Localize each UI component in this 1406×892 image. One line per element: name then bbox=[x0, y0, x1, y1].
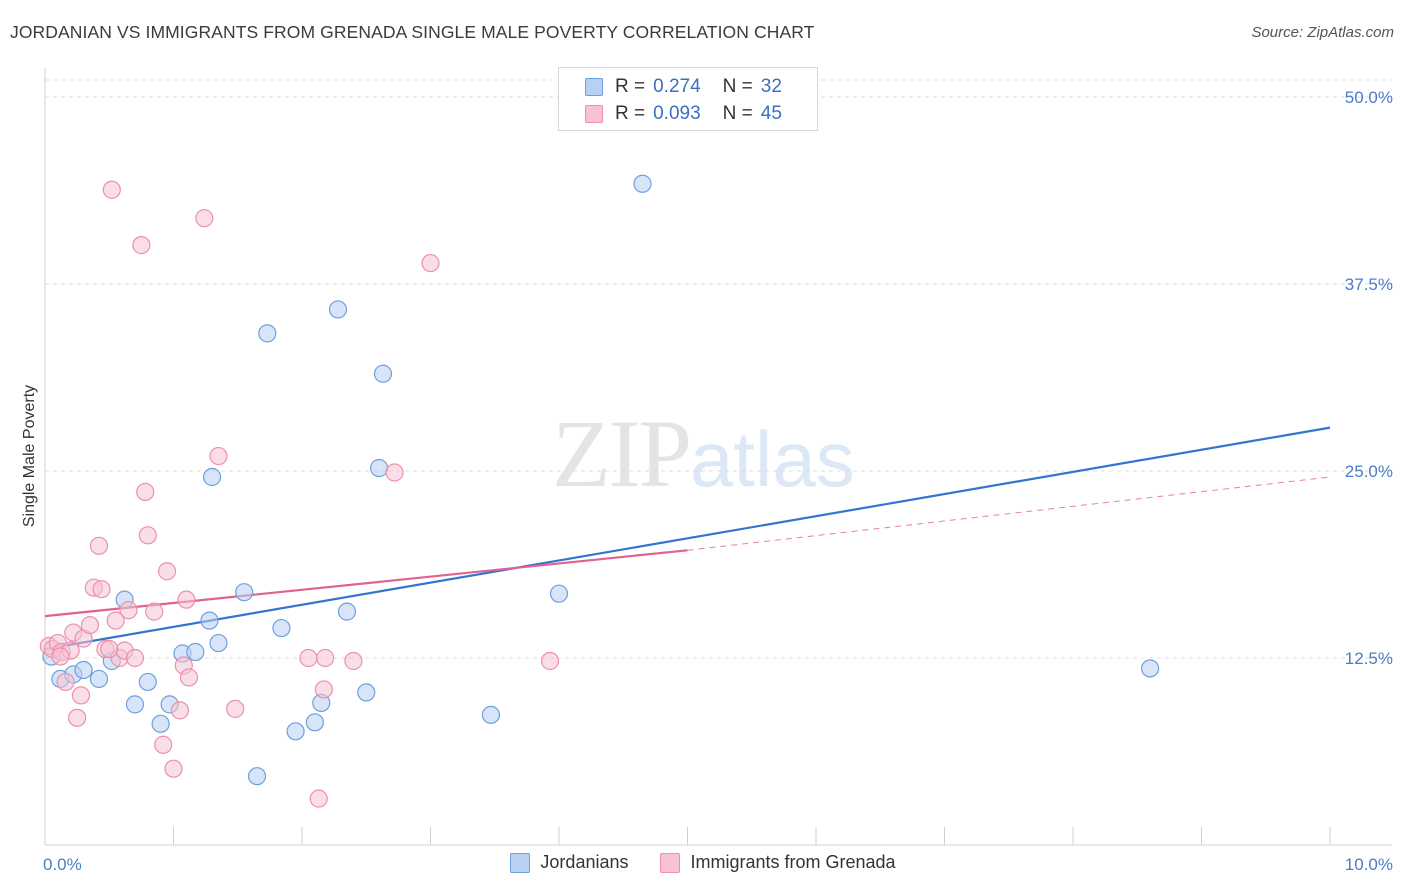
legend-swatch-grenada bbox=[585, 105, 603, 123]
point-jordanians bbox=[235, 583, 254, 602]
watermark-zip: ZIP bbox=[552, 400, 692, 507]
point-grenada bbox=[106, 611, 125, 630]
series-legend: Jordanians Immigrants from Grenada bbox=[0, 852, 1406, 873]
x-tick-label-min: 0.0% bbox=[43, 855, 82, 874]
point-grenada bbox=[177, 590, 196, 609]
series-label-grenada: Immigrants from Grenada bbox=[690, 852, 896, 872]
point-jordanians bbox=[209, 633, 228, 653]
watermark-atlas: atlas bbox=[690, 415, 855, 503]
legend-r-value: 0.274 bbox=[653, 76, 701, 97]
y-axis-label: Single Male Poverty bbox=[21, 385, 38, 527]
point-grenada bbox=[68, 708, 87, 727]
data-points bbox=[39, 174, 1160, 808]
point-jordanians bbox=[328, 300, 348, 319]
legend-n-label: N = bbox=[722, 103, 753, 124]
legend-r-value: 0.093 bbox=[653, 103, 701, 124]
point-grenada bbox=[51, 647, 70, 666]
point-jordanians bbox=[74, 660, 93, 680]
axes bbox=[44, 68, 1392, 846]
point-jordanians bbox=[337, 602, 357, 621]
series-legend-jordanians: Jordanians bbox=[510, 852, 628, 873]
series-label-jordanians: Jordanians bbox=[540, 852, 629, 872]
point-grenada bbox=[89, 536, 109, 555]
point-jordanians bbox=[89, 669, 109, 689]
y-tick-label: 50.0% bbox=[1345, 88, 1393, 107]
trend-line-jordanians bbox=[44, 426, 1331, 651]
grid bbox=[45, 79, 1392, 659]
chart-title: JORDANIAN VS IMMIGRANTS FROM GRENADA SIN… bbox=[10, 22, 815, 42]
point-jordanians bbox=[272, 618, 291, 638]
point-grenada bbox=[92, 580, 111, 599]
point-grenada bbox=[299, 648, 318, 668]
series-legend-grenada: Immigrants from Grenada bbox=[660, 852, 896, 873]
legend-r-label: R = bbox=[615, 76, 646, 97]
point-grenada bbox=[71, 686, 91, 705]
legend-row-jordanians: R = 0.274 N = 32 bbox=[585, 75, 782, 99]
point-grenada bbox=[154, 735, 173, 754]
point-grenada bbox=[80, 615, 100, 635]
point-jordanians bbox=[481, 705, 500, 724]
trend-line-grenada bbox=[44, 549, 688, 618]
point-grenada bbox=[226, 699, 245, 718]
legend-n-label: N = bbox=[722, 76, 753, 97]
point-jordanians bbox=[286, 722, 305, 741]
point-grenada bbox=[195, 209, 214, 228]
point-jordanians bbox=[1140, 659, 1160, 678]
y-tick-label: 25.0% bbox=[1345, 462, 1393, 481]
point-grenada bbox=[164, 759, 183, 778]
point-grenada bbox=[385, 463, 404, 482]
point-grenada bbox=[421, 253, 440, 273]
point-grenada bbox=[314, 680, 333, 699]
point-jordanians bbox=[373, 364, 393, 383]
point-grenada bbox=[209, 446, 228, 466]
point-jordanians bbox=[138, 672, 157, 692]
point-grenada bbox=[344, 651, 363, 671]
point-jordanians bbox=[633, 174, 652, 193]
chart-source: Source: ZipAtlas.com bbox=[1251, 24, 1394, 41]
point-grenada bbox=[316, 648, 335, 668]
point-grenada bbox=[100, 639, 119, 659]
legend-row-grenada: R = 0.093 N = 45 bbox=[585, 102, 782, 126]
point-grenada bbox=[170, 701, 190, 720]
point-grenada bbox=[540, 651, 560, 671]
y-tick-label: 37.5% bbox=[1345, 275, 1393, 294]
point-jordanians bbox=[549, 584, 569, 603]
point-jordanians bbox=[357, 683, 376, 702]
point-grenada bbox=[179, 668, 199, 687]
correlation-legend: R = 0.274 N = 32 R = 0.093 N = 45 bbox=[558, 67, 818, 131]
series-swatch-jordanians bbox=[510, 852, 531, 873]
legend-n-value: 32 bbox=[760, 76, 782, 97]
point-grenada bbox=[145, 602, 164, 621]
x-tick-label-max: 10.0% bbox=[1345, 855, 1393, 874]
point-jordanians bbox=[151, 714, 170, 733]
watermark: ZIPatlas bbox=[552, 398, 855, 509]
point-jordanians bbox=[247, 767, 267, 786]
point-grenada bbox=[138, 526, 157, 545]
point-jordanians bbox=[200, 611, 219, 630]
point-grenada bbox=[102, 180, 121, 199]
point-jordanians bbox=[202, 467, 222, 487]
trend-line-grenada-extrapolated bbox=[687, 476, 1331, 551]
trend-lines bbox=[44, 426, 1331, 651]
point-jordanians bbox=[258, 324, 277, 343]
point-grenada bbox=[132, 236, 151, 255]
series-swatch-grenada bbox=[660, 852, 681, 873]
point-grenada bbox=[125, 648, 145, 668]
point-grenada bbox=[56, 672, 75, 692]
y-tick-label: 12.5% bbox=[1345, 649, 1393, 668]
point-grenada bbox=[136, 482, 155, 502]
point-jordanians bbox=[370, 458, 389, 478]
axis-labels: Single Male Poverty 12.5% 25.0% 37.5% 50.0%… bbox=[21, 88, 1393, 874]
legend-swatch-jordanians bbox=[585, 78, 603, 96]
point-jordanians bbox=[186, 642, 205, 662]
legend-r-label: R = bbox=[615, 103, 646, 124]
legend-n-value: 45 bbox=[760, 103, 782, 124]
point-grenada bbox=[119, 601, 138, 620]
point-jordanians bbox=[125, 695, 145, 714]
point-grenada bbox=[157, 562, 177, 581]
point-jordanians bbox=[305, 713, 324, 732]
point-grenada bbox=[309, 789, 328, 808]
